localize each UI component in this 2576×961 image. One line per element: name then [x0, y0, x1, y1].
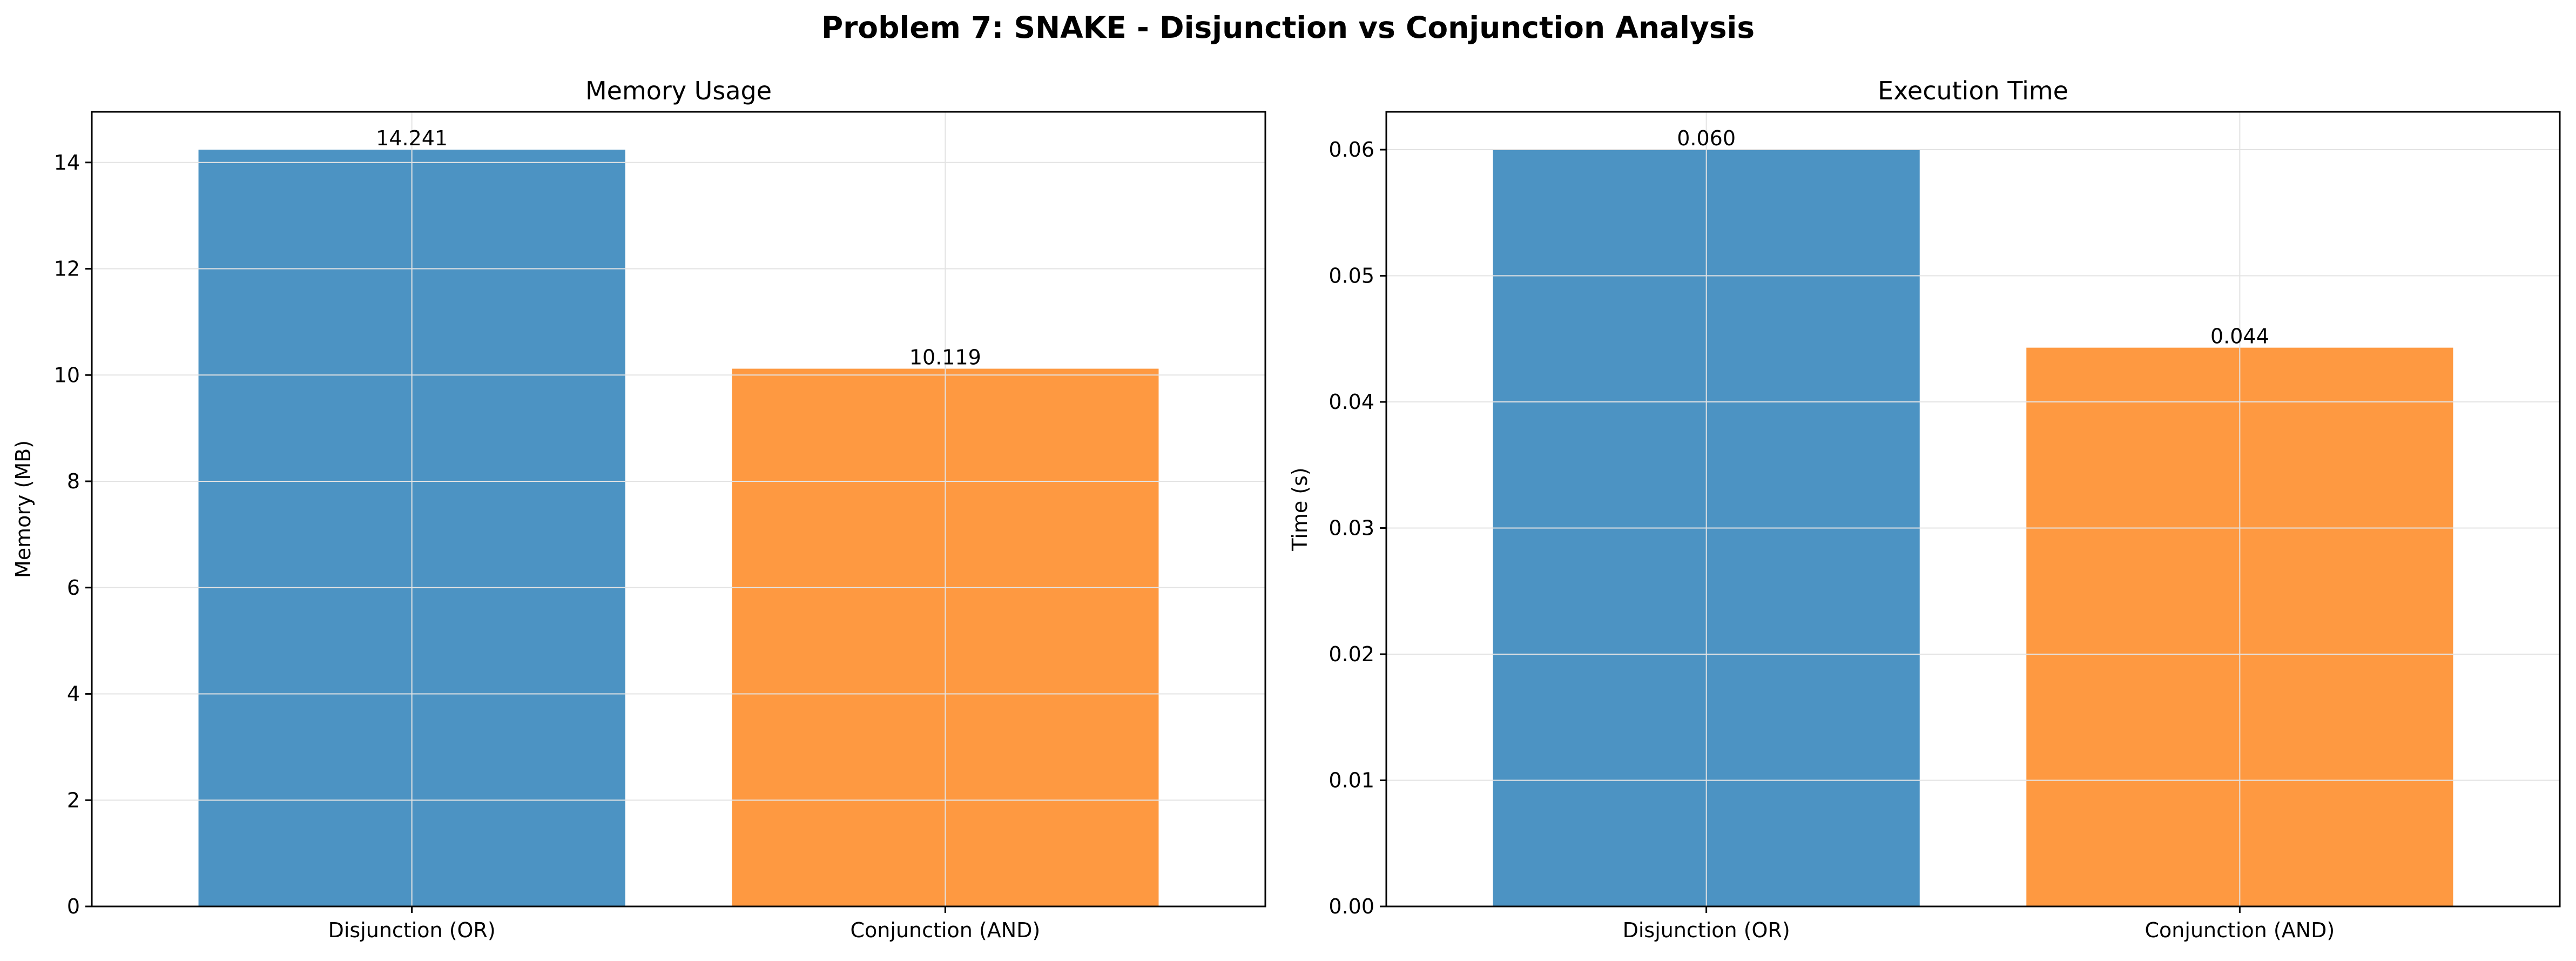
- y-tick-label: 14: [54, 151, 80, 174]
- y-tick-label: 0.02: [1329, 642, 1374, 666]
- y-tick-label: 10: [54, 363, 80, 387]
- x-tick-label-disjunction: Disjunction (OR): [328, 918, 496, 942]
- y-tick-label: 0.00: [1329, 895, 1374, 918]
- y-tick-label: 8: [67, 469, 80, 493]
- y-axis-label: Memory (MB): [11, 440, 35, 578]
- y-tick-label: 2: [67, 788, 80, 812]
- y-axis-label: Time (s): [1288, 467, 1312, 552]
- memory-usage-chart: 0 2 4 6 8 10 12 14 Disjunction (OR) Conjunction (…: [11, 76, 1266, 942]
- figure-title: Problem 7: SNAKE - Disjunction vs Conjun…: [821, 10, 1755, 45]
- execution-time-chart: 0.00 0.01 0.02 0.03 0.04 0.05 0.06 Disjunction …: [1288, 76, 2561, 942]
- y-tick-label: 0.03: [1329, 516, 1374, 540]
- data-label-conjunction: 10.119: [909, 346, 981, 369]
- y-tick-label: 4: [67, 682, 80, 706]
- y-tick-label: 6: [67, 576, 80, 600]
- y-tick-label: 0.05: [1329, 264, 1374, 288]
- chart-title: Execution Time: [1878, 76, 2068, 105]
- y-tick-label: 0.01: [1329, 769, 1374, 792]
- chart-title: Memory Usage: [585, 76, 772, 105]
- y-tick-label: 0.04: [1329, 390, 1374, 414]
- plot-frame: [91, 111, 1266, 908]
- x-tick-label-disjunction: Disjunction (OR): [1623, 918, 1790, 942]
- x-tick-label-conjunction: Conjunction (AND): [851, 918, 1041, 942]
- x-tick-label-conjunction: Conjunction (AND): [2145, 918, 2335, 942]
- data-label-conjunction: 0.044: [2210, 325, 2269, 348]
- y-tick-label: 0: [67, 895, 80, 918]
- data-label-disjunction: 14.241: [376, 126, 448, 150]
- data-label-disjunction: 0.060: [1677, 126, 1736, 150]
- y-tick-label: 12: [54, 257, 80, 281]
- plot-frame: [1385, 111, 2561, 908]
- y-tick-label: 0.06: [1329, 138, 1374, 162]
